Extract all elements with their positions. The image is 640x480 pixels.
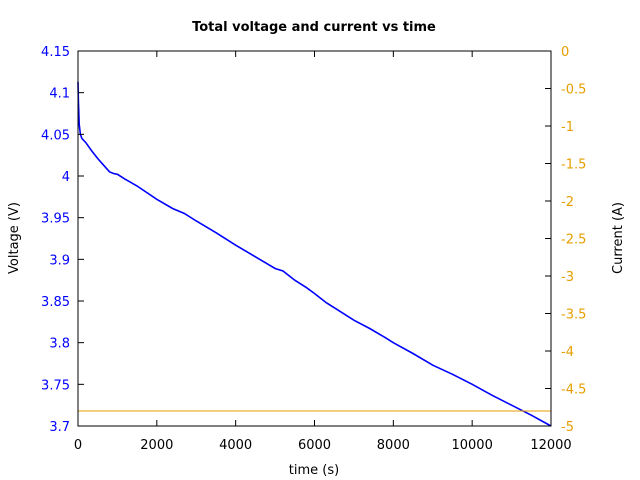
x-axis-label: time (s) — [289, 463, 339, 478]
chart-title: Total voltage and current vs time — [192, 20, 436, 35]
axis-ticks — [77, 50, 552, 427]
y-tick-label: 3.85 — [41, 295, 70, 310]
y2-tick-label: -4 — [561, 345, 574, 360]
y-axis-left-tick-labels: 3.7 3.75 3.8 3.85 3.9 3.95 4 4.05 4.1 4.15 — [41, 45, 70, 435]
y2-tick-label: -0.5 — [561, 83, 586, 98]
x-tick-label: 2000 — [140, 438, 173, 453]
y-tick-label: 3.95 — [41, 212, 70, 227]
x-axis-tick-labels: 0 2000 4000 6000 8000 10000 12000 — [74, 438, 572, 453]
x-tick-label: 12000 — [530, 438, 571, 453]
series-line-voltage — [77, 81, 552, 427]
y-tick-label: 3.7 — [49, 420, 70, 435]
y-axis-left-label: Voltage (V) — [7, 202, 22, 274]
y-tick-label: 4.15 — [41, 45, 70, 60]
y-tick-label: 3.75 — [41, 378, 70, 393]
y2-tick-label: -1 — [561, 120, 574, 135]
y2-tick-label: 0 — [561, 45, 569, 60]
y2-tick-label: -3.5 — [561, 308, 586, 323]
x-tick-label: 10000 — [451, 438, 492, 453]
plot-frame — [77, 50, 552, 427]
y-tick-label: 4.05 — [41, 128, 70, 143]
y2-tick-label: -3 — [561, 270, 574, 285]
y-axis-right-tick-labels: -5 -4.5 -4 -3.5 -3 -2.5 -2 -1.5 -1 -0.5 0 — [561, 45, 586, 435]
y2-tick-label: -2 — [561, 195, 574, 210]
y-tick-label: 4 — [62, 170, 70, 185]
y-tick-label: 4.1 — [49, 87, 70, 102]
y2-tick-label: -1.5 — [561, 158, 586, 173]
x-tick-label: 8000 — [377, 438, 410, 453]
plot-area — [77, 81, 552, 427]
y2-tick-label: -2.5 — [561, 233, 586, 248]
x-tick-label: 4000 — [219, 438, 252, 453]
x-tick-label: 6000 — [298, 438, 331, 453]
y-tick-label: 3.8 — [49, 337, 70, 352]
y2-tick-label: -5 — [561, 420, 574, 435]
y-tick-label: 3.9 — [49, 253, 70, 268]
x-tick-label: 0 — [74, 438, 82, 453]
y-axis-right-label: Current (A) — [611, 202, 626, 274]
y2-tick-label: -4.5 — [561, 383, 586, 398]
